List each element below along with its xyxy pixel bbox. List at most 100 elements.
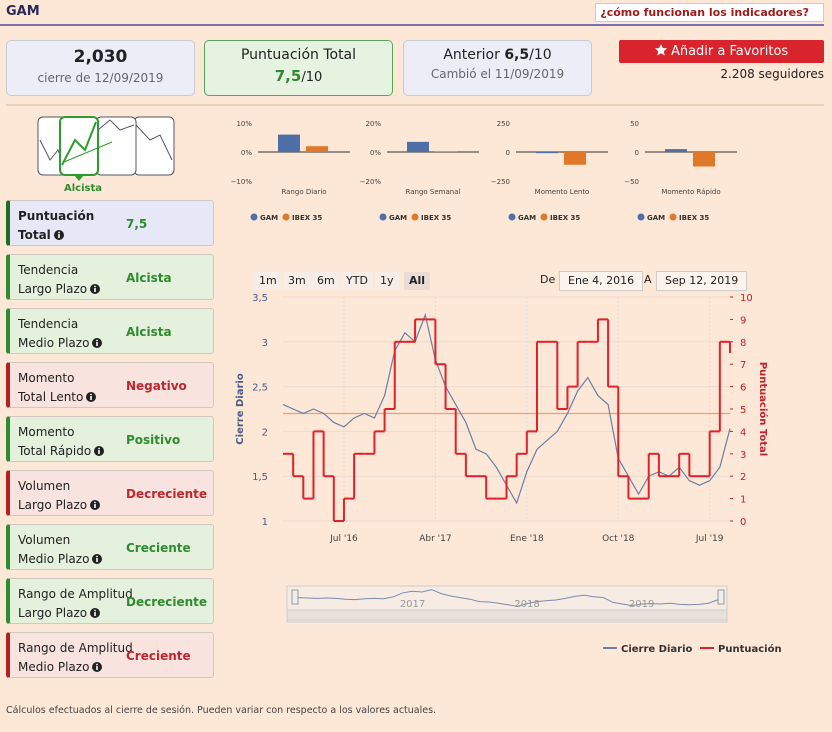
page-title: GAM <box>6 4 40 19</box>
legend-marker <box>637 213 645 221</box>
indicator-line2: Largo Plazo <box>18 606 101 620</box>
navigator-label: 2019 <box>629 599 654 610</box>
legend-marker <box>508 213 516 221</box>
indicator-line2: Largo Plazo <box>18 498 101 512</box>
range-button[interactable]: 1m <box>254 272 282 290</box>
y2-tick-label: 10 <box>740 293 753 304</box>
y2-tick-label: 7 <box>740 360 746 371</box>
indicator-line2: Medio Plazo <box>18 552 103 566</box>
trend-icon <box>37 116 175 181</box>
legend-label: GAM <box>260 214 278 222</box>
range-button[interactable]: YTD <box>341 272 373 290</box>
trend-label: Alcista <box>64 183 103 194</box>
indicator-line1: Momento <box>18 371 75 385</box>
indicator: Volumen Largo Plazo Decreciente <box>6 470 214 516</box>
legend-label: Puntuación <box>718 643 782 655</box>
indicator-line2: Medio Plazo <box>18 660 103 674</box>
footer-note: Cálculos efectuados al cierre de sesión.… <box>6 705 437 716</box>
bar <box>435 151 457 152</box>
range-button[interactable]: 6m <box>312 272 340 290</box>
indicator-value: Alcista <box>126 325 172 339</box>
info-icon <box>86 392 97 402</box>
legend-label: GAM <box>647 214 665 222</box>
indicator: Rango de Amplitud Medio Plazo Creciente <box>6 632 214 678</box>
y-tick-label: 3,5 <box>252 293 268 304</box>
info-icon <box>92 662 103 672</box>
previous-label: Anterior <box>443 47 500 63</box>
total-card: Puntuación Total 7,5/10 <box>204 40 393 96</box>
navigator-label: 2017 <box>400 599 425 610</box>
info-icon <box>92 554 103 564</box>
help-link[interactable]: ¿cómo funcionan los indicadores? <box>595 3 824 22</box>
navigator-line <box>297 589 719 607</box>
mini-tick-label: 20% <box>365 120 381 128</box>
from-date[interactable]: Ene 4, 2016 <box>559 271 644 291</box>
x-tick-label: Abr '17 <box>419 534 451 544</box>
info-icon <box>92 338 103 348</box>
indicator-line1: Volumen <box>18 479 71 493</box>
indicator-line1: Puntuación <box>18 209 95 223</box>
x-tick-label: Jul '19 <box>695 534 724 544</box>
price-value: 2,030 <box>73 47 128 67</box>
followers: 2.208 seguidores <box>720 67 824 81</box>
indicator-line2: Largo Plazo <box>18 282 101 296</box>
y-tick-label: 2,5 <box>252 383 268 394</box>
info-icon <box>90 608 101 618</box>
indicator: Tendencia Largo Plazo Alcista <box>6 254 214 300</box>
mini-chart-title: Momento Rápido <box>661 188 720 196</box>
indicator-line1: Momento <box>18 425 75 439</box>
legend-marker <box>379 213 387 221</box>
mini-tick-label: −250 <box>491 178 510 186</box>
previous-caption: Cambió el 11/09/2019 <box>430 67 565 81</box>
y2-tick-label: 0 <box>740 517 746 528</box>
legend-label: IBEX 35 <box>421 214 451 222</box>
star-icon <box>654 44 667 56</box>
y2-tick-label: 4 <box>740 427 746 438</box>
legend-marker <box>411 213 419 221</box>
price-caption: cierre de 12/09/2019 <box>37 71 164 85</box>
legend-label: IBEX 35 <box>292 214 322 222</box>
info-icon <box>90 500 101 510</box>
indicator: Rango de Amplitud Largo Plazo Decreciente <box>6 578 214 624</box>
indicator-line1: Tendencia <box>18 263 79 277</box>
legend-marker <box>669 213 677 221</box>
x-tick-label: Ene '18 <box>510 534 544 544</box>
to-date[interactable]: Sep 12, 2019 <box>656 271 748 291</box>
indicator-line1: Rango de Amplitud <box>18 641 133 655</box>
y2-tick-label: 5 <box>740 405 746 416</box>
legend-label: GAM <box>518 214 536 222</box>
mini-tick-label: 250 <box>497 120 510 128</box>
legend-label: IBEX 35 <box>550 214 580 222</box>
bar <box>278 134 300 152</box>
range-button[interactable]: 1y <box>375 272 399 290</box>
bar <box>536 152 558 154</box>
indicator: Volumen Medio Plazo Creciente <box>6 524 214 570</box>
info-icon <box>90 284 101 294</box>
total-score: 7,5 <box>274 67 302 85</box>
indicator-value: Positivo <box>126 433 181 447</box>
mini-chart-title: Rango Diario <box>281 188 326 196</box>
mini-tick-label: 50 <box>630 120 639 128</box>
x-tick-label: Jul '16 <box>329 534 358 544</box>
y2-tick-label: 6 <box>740 383 746 394</box>
y-tick-label: 2 <box>262 427 268 438</box>
legend-label: IBEX 35 <box>679 214 709 222</box>
from-label: De <box>540 273 556 286</box>
indicator-value: Alcista <box>126 271 172 285</box>
y-tick-label: 3 <box>262 338 268 349</box>
y2-tick-label: 2 <box>740 472 746 483</box>
mini-tick-label: 0 <box>506 149 510 157</box>
mini-chart-title: Momento Lento <box>535 188 590 196</box>
indicator-line2: Total Rápido <box>18 444 105 458</box>
range-button[interactable]: 3m <box>283 272 311 290</box>
mini-tick-label: 0% <box>241 149 252 157</box>
bar <box>407 141 429 152</box>
range-button[interactable]: All <box>404 272 431 290</box>
favorites-button[interactable]: Añadir a Favoritos <box>619 40 824 63</box>
to-label: A <box>644 273 652 286</box>
mini-chart-title: Rango Semanal <box>406 188 461 196</box>
legend-marker <box>282 213 290 221</box>
mini-tick-label: 10% <box>236 120 252 128</box>
